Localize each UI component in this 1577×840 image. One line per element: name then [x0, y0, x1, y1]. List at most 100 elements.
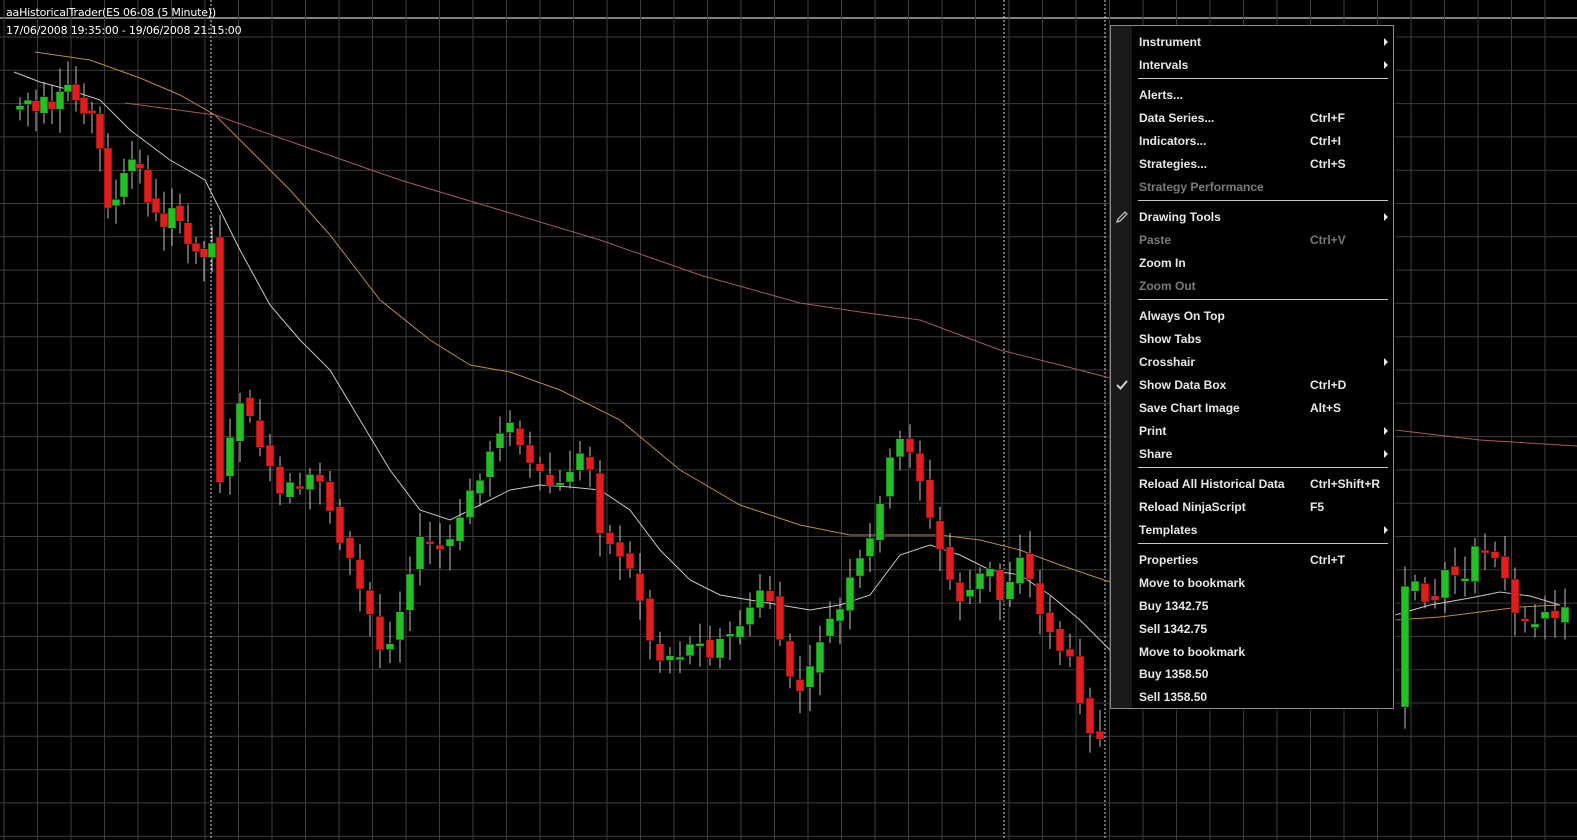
menu-item-shortcut: F5 [1310, 499, 1325, 514]
candle-body [875, 503, 885, 541]
menu-item-label: Zoom In [1139, 255, 1186, 270]
menu-item-sell-1358-50[interactable]: Sell 1358.50 [1111, 686, 1393, 708]
menu-separator [1138, 200, 1388, 202]
menu-item-buy-1342-75[interactable]: Buy 1342.75 [1111, 595, 1393, 617]
chart-context-menu: Instrument Intervals Alerts... Data Series.… [1110, 25, 1394, 709]
menu-item-drawing-tools[interactable]: Drawing Tools [1111, 206, 1393, 228]
menu-item-alerts[interactable]: Alerts... [1111, 84, 1393, 106]
menu-item-always-on-top[interactable]: Always On Top [1111, 305, 1393, 327]
menu-item-paste: Paste Ctrl+V [1111, 229, 1393, 251]
candle-body [1480, 549, 1490, 554]
menu-item-move-to-bookmark-2[interactable]: Move to bookmark [1111, 641, 1393, 663]
menu-item-save-chart-image[interactable]: Save Chart Image Alt+S [1111, 397, 1393, 419]
menu-item-label: Zoom Out [1139, 278, 1196, 293]
menu-item-print[interactable]: Print [1111, 420, 1393, 442]
menu-item-properties[interactable]: Properties Ctrl+T [1111, 549, 1393, 571]
candle-body [555, 482, 565, 487]
menu-item-label: Buy 1342.75 [1139, 598, 1209, 613]
menu-item-move-to-bookmark-1[interactable]: Move to bookmark [1111, 572, 1393, 594]
candle-body [1510, 578, 1520, 614]
candle-body [255, 420, 265, 448]
menu-item-label: Show Tabs [1139, 332, 1202, 346]
candle-body [1410, 580, 1420, 592]
menu-item-show-tabs[interactable]: Show Tabs [1111, 328, 1393, 350]
menu-item-label: Intervals [1139, 57, 1189, 72]
candle-body [325, 481, 335, 512]
moving-average-mid-line [34, 51, 1111, 583]
candle-body [1530, 623, 1540, 628]
candle-body [625, 552, 635, 570]
candle-body [1430, 595, 1440, 601]
menu-item-label: Data Series... [1139, 111, 1215, 126]
candle-body [1500, 556, 1510, 579]
menu-item-label: Sell 1358.50 [1139, 690, 1208, 705]
candle-body [151, 197, 161, 214]
candle-body [15, 105, 25, 111]
candle-body [975, 573, 985, 590]
candle-body [735, 625, 745, 638]
candle-body [55, 91, 65, 110]
candle-body [655, 643, 665, 662]
menu-item-show-data-box[interactable]: Show Data Box Ctrl+D [1111, 374, 1393, 396]
candle-body [415, 536, 425, 570]
menu-item-buy-1358-50[interactable]: Buy 1358.50 [1111, 663, 1393, 685]
menu-item-label: Paste [1139, 233, 1172, 247]
candle-body [895, 438, 905, 458]
candle-body [645, 597, 655, 641]
moving-average-slow-line [1394, 429, 1577, 447]
menu-item-label: Instrument [1139, 35, 1202, 49]
menu-item-reload-ninjascript[interactable]: Reload NinjaScript F5 [1111, 496, 1393, 518]
candle-body [395, 611, 405, 641]
candle-body [385, 643, 395, 650]
candle-body [575, 452, 585, 471]
menu-item-templates[interactable]: Templates [1111, 519, 1393, 541]
candle-body [945, 546, 955, 581]
menu-item-share[interactable]: Share [1111, 443, 1393, 465]
candle-body [375, 616, 385, 651]
menu-item-label: Show Data Box [1139, 377, 1227, 392]
menu-item-sell-1342-75[interactable]: Sell 1342.75 [1111, 618, 1393, 640]
menu-item-label: Move to bookmark [1139, 575, 1246, 590]
candle-body [285, 481, 295, 498]
menu-item-strategies[interactable]: Strategies... Ctrl+S [1111, 153, 1393, 175]
menu-item-zoom-in[interactable]: Zoom In [1111, 252, 1393, 274]
menu-item-data-series[interactable]: Data Series... Ctrl+F [1111, 107, 1393, 129]
candle-body [845, 576, 855, 612]
candle-body [183, 222, 193, 245]
candle-body [1420, 583, 1430, 603]
candle-body [1005, 581, 1015, 600]
candle-body [705, 639, 715, 659]
menu-item-intervals[interactable]: Intervals [1111, 54, 1393, 76]
menu-item-reload-all-historical-data[interactable]: Reload All Historical Data Ctrl+Shift+R [1111, 473, 1393, 495]
candle-body [1450, 565, 1460, 576]
menu-item-instrument[interactable]: Instrument [1111, 31, 1393, 53]
candle-body [63, 84, 73, 93]
candle-body [815, 641, 825, 674]
candle-body [335, 506, 345, 544]
candle-body [855, 557, 865, 577]
candle-body [435, 544, 445, 550]
candle-body [795, 679, 805, 692]
candle-body [505, 422, 515, 433]
candle-body [23, 99, 33, 105]
candle-body [103, 147, 113, 209]
menu-item-label: Move to bookmark [1139, 644, 1246, 659]
candle-body [595, 472, 605, 534]
moving-average-slow-line [124, 102, 1111, 379]
candle-body [1460, 578, 1470, 582]
moving-average-fast-line [1394, 591, 1561, 616]
candle-body [245, 397, 255, 417]
menu-item-shortcut: Alt+S [1310, 400, 1342, 415]
candle-body [1550, 610, 1560, 619]
moving-average-mid-line [1394, 604, 1561, 621]
candle-body [765, 590, 775, 602]
menu-item-zoom-out: Zoom Out [1111, 275, 1393, 297]
menu-item-indicators[interactable]: Indicators... Ctrl+I [1111, 130, 1393, 152]
candle-body [605, 532, 615, 545]
candle-body [485, 451, 495, 478]
candle-body [835, 608, 845, 622]
candle-body [785, 640, 795, 678]
candle-body [355, 559, 365, 590]
candle-body [235, 402, 245, 442]
menu-item-crosshair[interactable]: Crosshair [1111, 351, 1393, 373]
